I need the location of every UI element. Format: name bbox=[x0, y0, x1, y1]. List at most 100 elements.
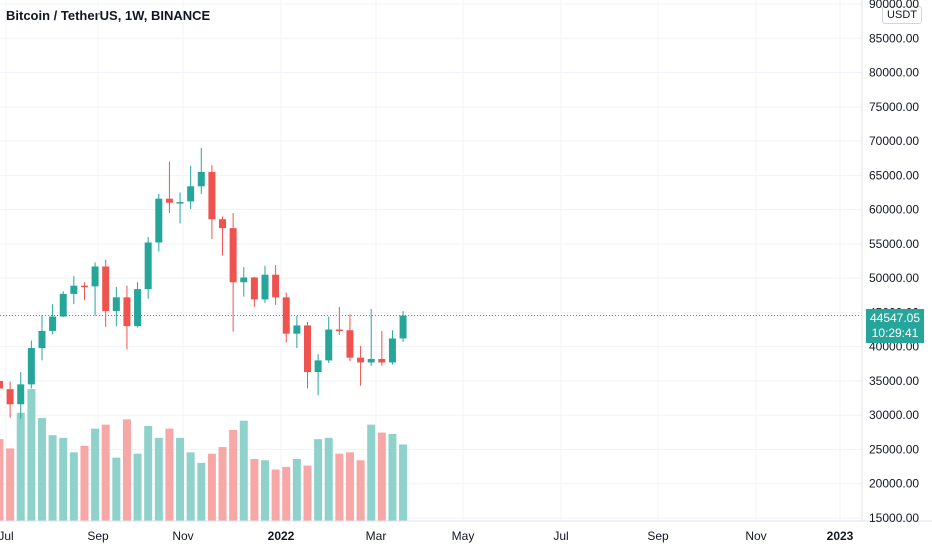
volume-bar bbox=[218, 447, 227, 521]
time-tick-label: Nov bbox=[745, 529, 766, 543]
price-tick-label: 15000.00 bbox=[869, 511, 919, 525]
volume-bar bbox=[186, 452, 195, 521]
time-tick-label: 2023 bbox=[827, 529, 854, 543]
candle-body bbox=[17, 384, 25, 405]
candle-body bbox=[134, 289, 142, 327]
candle-body bbox=[367, 359, 375, 363]
candle-body bbox=[219, 219, 227, 229]
candle-body bbox=[399, 315, 407, 339]
price-tick-label: 35000.00 bbox=[869, 374, 919, 388]
volume-bar bbox=[176, 437, 185, 521]
volume-bar bbox=[377, 432, 386, 521]
time-axis[interactable]: Jul Sep Nov 2022 Mar May Jul Sep Nov 2023 bbox=[0, 529, 854, 543]
volume-bar bbox=[399, 444, 408, 521]
candle-body bbox=[282, 297, 290, 334]
volume-bar bbox=[367, 424, 376, 521]
candle-body bbox=[27, 348, 35, 385]
currency-selector[interactable]: USDT bbox=[882, 6, 922, 24]
volume-bar bbox=[37, 418, 46, 521]
candle-body bbox=[388, 338, 396, 363]
volume-bar bbox=[250, 458, 259, 521]
candle-body bbox=[70, 285, 78, 294]
grid bbox=[0, 0, 862, 521]
volume-bar bbox=[154, 437, 163, 521]
volume-bar bbox=[239, 420, 248, 521]
price-tick-label: 65000.00 bbox=[869, 168, 919, 182]
candle-body bbox=[176, 202, 184, 204]
candle-body bbox=[91, 266, 99, 287]
candle-body bbox=[102, 266, 110, 312]
volume-bar bbox=[335, 453, 344, 521]
volume-bar bbox=[133, 453, 142, 521]
candle-body bbox=[0, 380, 3, 389]
candle-body bbox=[240, 277, 248, 283]
candle-body bbox=[208, 171, 216, 220]
candle-body bbox=[144, 242, 152, 290]
candle-body bbox=[335, 329, 343, 332]
volume-bar bbox=[80, 445, 89, 521]
time-tick-label: Jul bbox=[553, 529, 568, 543]
candle-body bbox=[293, 325, 301, 334]
candle-body bbox=[378, 359, 386, 363]
time-tick-label: Nov bbox=[172, 529, 193, 543]
candle-body bbox=[187, 186, 195, 202]
volume-bar bbox=[27, 389, 36, 521]
volume-bar bbox=[314, 439, 323, 521]
candle-body bbox=[314, 360, 322, 373]
price-tick-label: 20000.00 bbox=[869, 477, 919, 491]
chart-title: Bitcoin / TetherUS, 1W, BINANCE bbox=[6, 8, 211, 23]
candle-body bbox=[123, 297, 131, 327]
candle-body bbox=[229, 228, 237, 283]
candle-body bbox=[197, 171, 205, 187]
volume-bar bbox=[282, 466, 291, 521]
volume-bar bbox=[0, 439, 4, 521]
volume-bar bbox=[356, 460, 365, 521]
price-tick-label: 50000.00 bbox=[869, 271, 919, 285]
volume-bar bbox=[59, 437, 68, 521]
price-tick-label: 25000.00 bbox=[869, 442, 919, 456]
candle-body bbox=[112, 297, 120, 312]
candle-body bbox=[272, 274, 280, 298]
volume-bar bbox=[91, 428, 100, 521]
volume-bar bbox=[144, 425, 153, 521]
time-tick-label: May bbox=[452, 529, 475, 543]
candle-body bbox=[325, 329, 333, 361]
candle-body bbox=[59, 293, 67, 317]
volume-bar bbox=[165, 428, 174, 521]
volume-bar bbox=[345, 452, 354, 521]
volume-bar bbox=[207, 453, 216, 521]
volume-bar bbox=[6, 448, 15, 521]
candle-series bbox=[0, 147, 407, 419]
last-price-badge: 44547.05 10:29:41 bbox=[866, 309, 924, 343]
candle-body bbox=[49, 316, 57, 331]
price-tick-label: 55000.00 bbox=[869, 237, 919, 251]
volume-bar bbox=[197, 462, 206, 521]
candle-body bbox=[250, 277, 258, 300]
volume-bar bbox=[324, 437, 333, 521]
price-tick-label: 40000.00 bbox=[869, 340, 919, 354]
price-axis[interactable]: 15000.00 20000.00 25000.00 30000.00 35000.00… bbox=[869, 0, 919, 525]
volume-bar bbox=[261, 460, 269, 521]
price-tick-label: 70000.00 bbox=[869, 134, 919, 148]
price-tick-label: 30000.00 bbox=[869, 408, 919, 422]
volume-bar bbox=[303, 465, 312, 521]
price-tick-label: 80000.00 bbox=[869, 66, 919, 80]
price-tick-label: 90000.00 bbox=[869, 0, 919, 11]
time-tick-label: Sep bbox=[87, 529, 109, 543]
price-tick-label: 85000.00 bbox=[869, 31, 919, 45]
price-tick-label: 75000.00 bbox=[869, 100, 919, 114]
volume-series bbox=[0, 389, 408, 521]
time-tick-label: Mar bbox=[366, 529, 387, 543]
time-tick-label: Jul bbox=[0, 529, 14, 543]
candle-body bbox=[155, 198, 163, 243]
volume-bar bbox=[292, 458, 301, 521]
time-tick-label: Sep bbox=[647, 529, 669, 543]
time-tick-label: 2022 bbox=[268, 529, 295, 543]
candle-body bbox=[346, 330, 354, 358]
volume-bar bbox=[122, 419, 131, 521]
volume-bar bbox=[112, 457, 121, 521]
candle-body bbox=[38, 330, 46, 349]
bar-countdown: 10:29:41 bbox=[871, 326, 919, 340]
volume-bar bbox=[16, 412, 25, 521]
